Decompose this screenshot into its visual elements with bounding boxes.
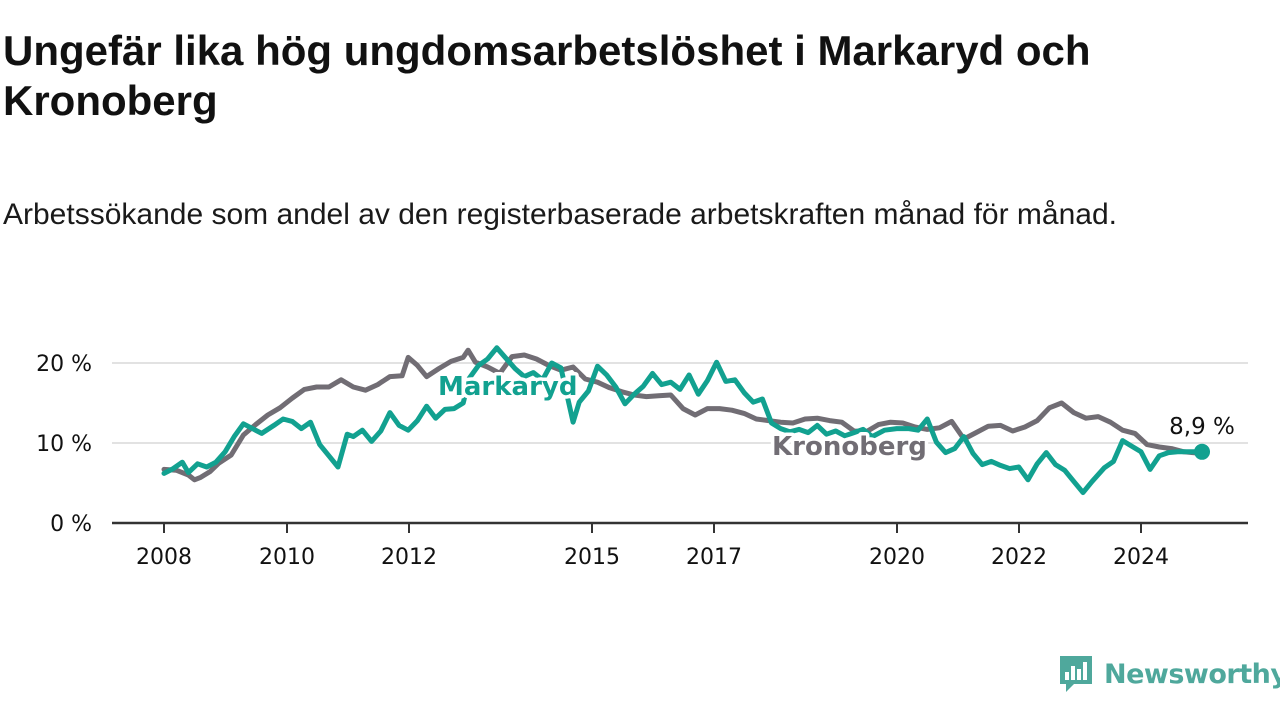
x-tick-label: 2008 <box>136 545 192 570</box>
series-layer <box>161 345 1211 496</box>
newsworthy-brand: Newsworthy <box>1058 654 1280 694</box>
end-point-markaryd <box>1194 443 1211 460</box>
newsworthy-logo-icon <box>1060 656 1092 692</box>
y-axis-labels: 0 % 10 % 20 % <box>36 352 92 537</box>
page-title: Ungefär lika hög ungdomsarbetslöshet i M… <box>3 27 1091 124</box>
series-label-markaryd: Markaryd <box>438 372 577 402</box>
page-subtitle: Arbetssökande som andel av den registerb… <box>3 198 1117 231</box>
x-tick-label: 2022 <box>991 545 1047 570</box>
x-tick-label: 2024 <box>1113 545 1169 570</box>
grid-lines <box>112 362 1248 444</box>
y-tick-label: 20 % <box>36 352 92 377</box>
series-label-kronoberg: Kronoberg <box>772 432 927 462</box>
y-tick-label: 10 % <box>36 432 92 457</box>
x-axis: 2008 2010 2012 2015 2017 2020 2022 2024 <box>112 521 1248 570</box>
x-tick-label: 2015 <box>564 545 620 570</box>
series-labels: 8,9 % Markaryd Kronoberg <box>435 369 1235 466</box>
x-tick-label: 2012 <box>381 545 437 570</box>
brand-name: Newsworthy <box>1104 658 1280 690</box>
series-line-markaryd <box>161 345 1205 496</box>
x-tick-label: 2010 <box>259 545 315 570</box>
y-tick-label: 0 % <box>50 512 92 537</box>
series-line-kronoberg <box>161 347 1205 483</box>
x-tick-label: 2017 <box>686 545 742 570</box>
x-tick-label: 2020 <box>869 545 925 570</box>
end-value-label: 8,9 % <box>1169 414 1235 440</box>
